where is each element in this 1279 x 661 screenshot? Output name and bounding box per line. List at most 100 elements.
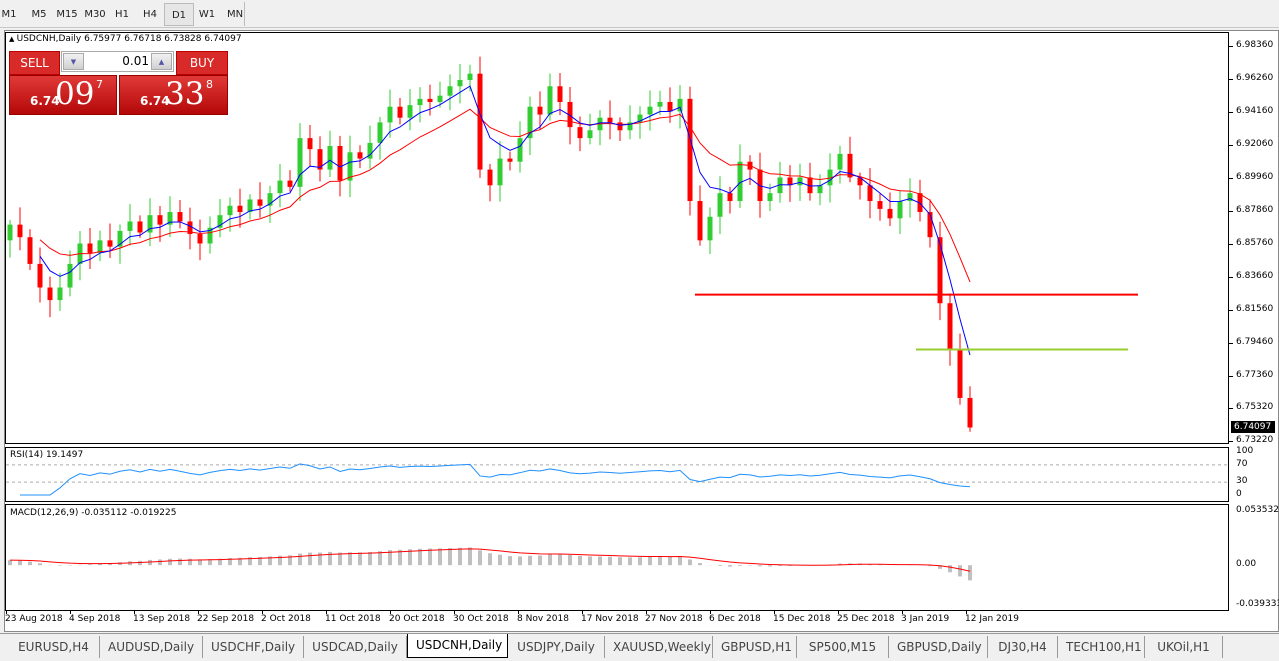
candle-body: [327, 146, 333, 170]
tab-audusd-daily[interactable]: AUDUSD,Daily: [100, 636, 203, 658]
macd-label: MACD(12,26,9) -0.035112 -0.019225: [10, 508, 177, 518]
candle-body: [537, 106, 543, 115]
lot-increase-button[interactable]: ▲: [151, 53, 172, 70]
candle-body: [257, 199, 263, 206]
tab-usdjpy-daily[interactable]: USDJPY,Daily: [508, 636, 605, 658]
candle-body: [87, 243, 93, 253]
date-axis-label: 2 Oct 2018: [261, 614, 311, 624]
macd-histogram-bar: [388, 550, 392, 566]
candle-body: [417, 98, 423, 106]
candle-body: [877, 201, 883, 209]
timeframe-mn[interactable]: MN: [226, 9, 244, 20]
candle-body: [127, 221, 133, 231]
macd-histogram-bar: [328, 551, 332, 566]
timeframe-h1[interactable]: H1: [115, 9, 129, 20]
macd-histogram-bar: [958, 565, 962, 577]
tab-xauusd-weekly[interactable]: XAUUSD,Weekly: [605, 636, 713, 658]
date-axis-label: 8 Nov 2018: [517, 614, 569, 624]
macd-histogram-bar: [498, 554, 502, 566]
rsi-line: [20, 463, 971, 496]
tab-eurusd-h4[interactable]: EURUSD,H4: [8, 636, 100, 658]
timeframe-m5[interactable]: M5: [31, 9, 47, 20]
rsi-panel[interactable]: [5, 447, 1229, 502]
candle-body: [157, 215, 163, 225]
macd-histogram-bar: [668, 556, 672, 566]
candle-body: [697, 201, 703, 241]
tab-gbpusd-daily[interactable]: GBPUSD,Daily: [889, 636, 988, 658]
candle-body: [907, 193, 913, 202]
tab-dj30-h4[interactable]: DJ30,H4: [988, 636, 1058, 658]
macd-histogram-bar: [138, 560, 142, 566]
lot-decrease-button[interactable]: ▼: [63, 53, 84, 70]
candle-body: [637, 114, 643, 123]
candle-body: [567, 101, 573, 128]
macd-histogram-bar: [58, 565, 62, 566]
timeframe-toolbar: M1 M5 M15 M30 H1 H4 D1 W1 MN: [0, 0, 1279, 28]
macd-histogram-bar: [168, 558, 172, 566]
candle-body: [467, 73, 473, 80]
candle-body: [607, 117, 613, 123]
macd-histogram-bar: [528, 555, 532, 566]
lot-value[interactable]: 0.01: [122, 54, 149, 68]
macd-histogram-bar: [98, 563, 102, 566]
tab-ukoil-h1[interactable]: UKOil,H1: [1145, 636, 1223, 658]
timeframe-w1[interactable]: W1: [198, 9, 216, 20]
price-axis-tick: [1229, 178, 1233, 180]
tab-tech100-h1[interactable]: TECH100,H1: [1058, 636, 1145, 658]
candle-body: [587, 130, 593, 139]
candle-body: [67, 263, 73, 288]
tab-usdchf-daily[interactable]: USDCHF,Daily: [203, 636, 304, 658]
date-axis-tick: [198, 610, 199, 614]
candle-body: [557, 86, 563, 102]
collapse-triangle-icon[interactable]: ▲: [9, 35, 17, 43]
macd-histogram-bar: [18, 560, 22, 566]
candle-body: [807, 177, 813, 194]
macd-histogram-bar: [758, 565, 762, 567]
tab-gbpusd-h1[interactable]: GBPUSD,H1: [713, 636, 797, 658]
date-axis-label: 27 Nov 2018: [645, 614, 703, 624]
ma-slow-line: [39, 108, 971, 283]
macd-histogram-bar: [318, 552, 322, 566]
price-axis-label: 6.85760: [1236, 238, 1274, 249]
candle-body: [527, 106, 533, 139]
candle-body: [217, 215, 223, 228]
price-axis-tick: [1229, 244, 1233, 246]
macd-histogram-bar: [508, 556, 512, 566]
buy-button[interactable]: BUY: [176, 51, 228, 75]
date-axis-tick: [134, 610, 135, 614]
sell-button[interactable]: SELL: [9, 51, 60, 75]
candle-body: [317, 149, 323, 170]
price-axis-label: 6.87860: [1236, 205, 1274, 216]
sell-price-box[interactable]: 6.74 09 7: [9, 75, 117, 115]
macd-histogram-bar: [578, 555, 582, 566]
date-axis-label: 6 Dec 2018: [709, 614, 761, 624]
macd-histogram-bar: [738, 565, 742, 567]
candle-body: [967, 397, 973, 428]
price-axis-tick: [1229, 277, 1233, 279]
price-axis-label: 6.98360: [1236, 40, 1274, 50]
buy-price-box[interactable]: 6.74 33 8: [119, 75, 228, 115]
tab-sp500-m15[interactable]: SP500,M15: [797, 636, 889, 658]
price-axis-tick: [1229, 343, 1233, 345]
macd-histogram-bar: [418, 548, 422, 566]
tab-usdcnh-daily[interactable]: USDCNH,Daily: [407, 634, 508, 658]
candle-body: [47, 287, 53, 301]
candle-body: [457, 79, 463, 87]
candle-body: [187, 221, 193, 235]
price-axis-label: 6.77360: [1236, 370, 1274, 381]
lot-size-input[interactable]: ▼ 0.01 ▲: [61, 51, 174, 72]
macd-histogram-bar: [198, 559, 202, 566]
timeframe-m1[interactable]: M1: [1, 9, 17, 20]
macd-panel[interactable]: [5, 504, 1229, 611]
tab-usdcad-daily[interactable]: USDCAD,Daily: [304, 636, 407, 658]
macd-histogram-bar: [928, 565, 932, 567]
timeframe-h4[interactable]: H4: [143, 9, 157, 20]
timeframe-m15[interactable]: M15: [56, 9, 78, 20]
candle-body: [507, 158, 513, 162]
timeframe-d1[interactable]: D1: [164, 3, 194, 26]
timeframe-m30[interactable]: M30: [84, 9, 106, 20]
price-axis-label: 6.81560: [1236, 304, 1274, 315]
macd-histogram-bar: [448, 548, 452, 566]
candle-body: [817, 185, 823, 194]
candle-body: [137, 221, 143, 233]
